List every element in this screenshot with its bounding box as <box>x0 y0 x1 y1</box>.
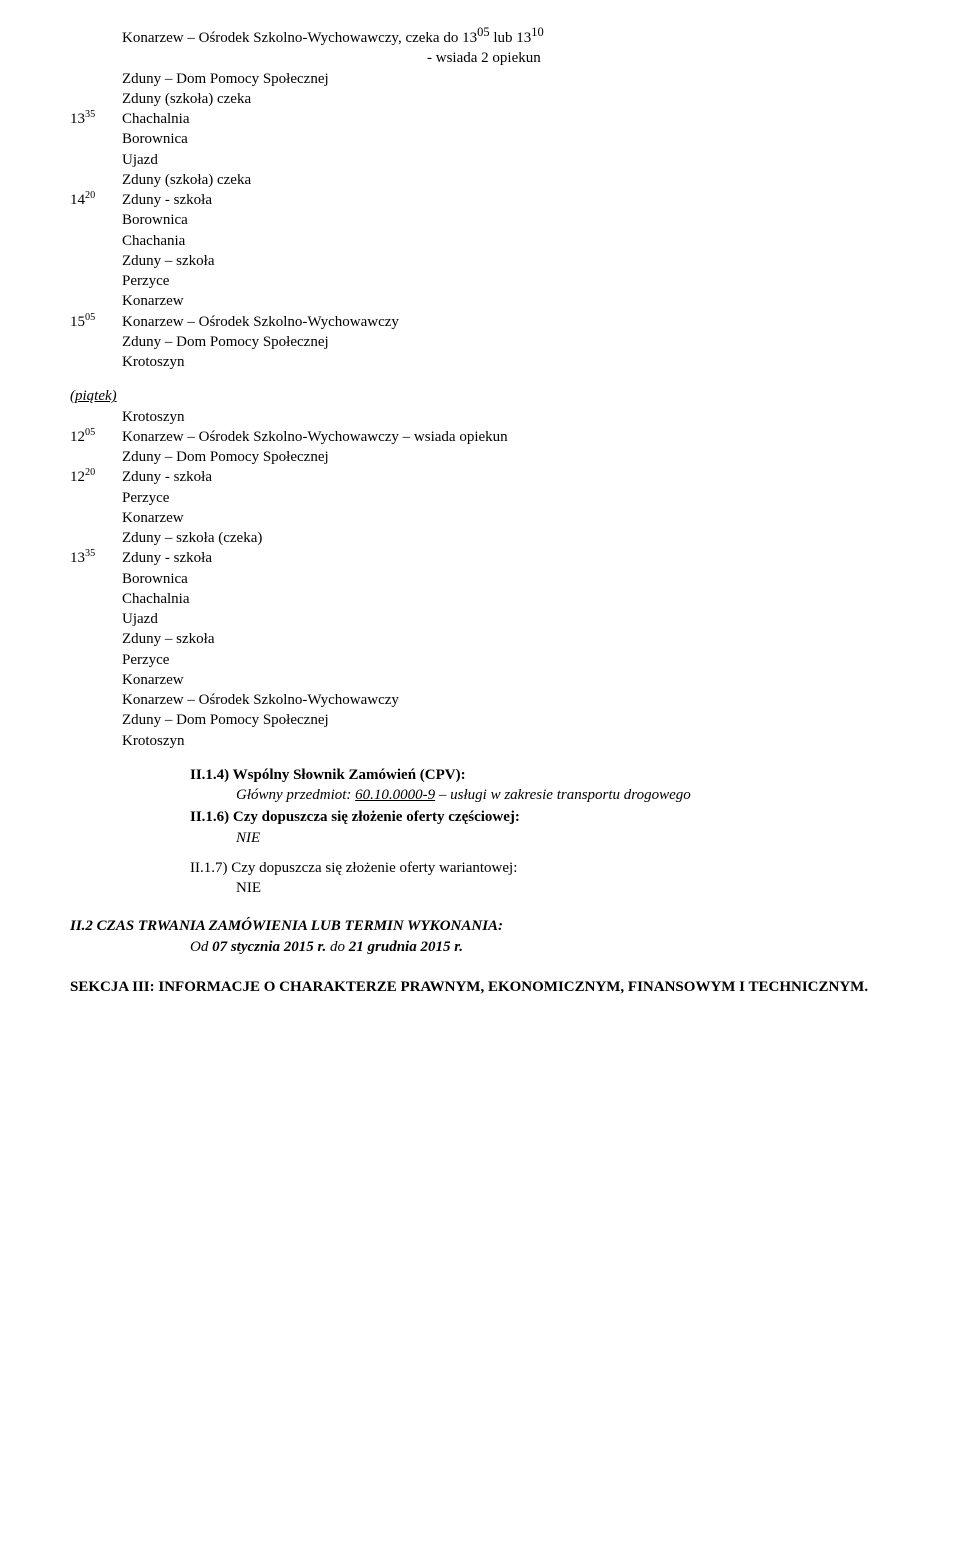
section-ii-2: II.2 CZAS TRWANIA ZAMÓWIENIA LUB TERMIN … <box>70 916 890 957</box>
section-iii-heading: SEKCJA III: INFORMACJE O CHARAKTERZE PRA… <box>70 977 890 997</box>
stop-text: Konarzew <box>122 670 890 690</box>
section-answer: NIE <box>190 828 890 848</box>
section-heading: II.1.4) Wspólny Słownik Zamówień (CPV): <box>190 765 890 785</box>
stop-text: Perzyce <box>122 650 890 670</box>
section-answer: NIE <box>190 878 890 898</box>
stop-text: Zduny – Dom Pomocy Społecznej <box>122 710 890 730</box>
stop-text: Chachalnia <box>122 109 890 129</box>
stop-text: Zduny (szkoła) czeka <box>122 89 890 109</box>
stop-text: Zduny – szkoła <box>122 629 890 649</box>
schedule-row: - wsiada 2 opiekun <box>70 48 890 68</box>
time-cell: 1420 <box>70 190 122 210</box>
schedule-row: Zduny (szkoła) czeka <box>70 170 890 190</box>
schedule-row: Konarzew <box>70 508 890 528</box>
schedule-row: Zduny – Dom Pomocy Społecznej <box>70 332 890 352</box>
schedule-row: 1335Zduny - szkoła <box>70 548 890 568</box>
schedule-row: Perzyce <box>70 488 890 508</box>
schedule-row: 1420Zduny - szkoła <box>70 190 890 210</box>
schedule-row: 1335Chachalnia <box>70 109 890 129</box>
piatek-label: (piątek) <box>70 386 117 406</box>
stop-text: Konarzew – Ośrodek Szkolno-Wychowawczy <box>122 690 890 710</box>
schedule-row: Zduny – Dom Pomocy Społecznej <box>70 710 890 730</box>
stop-text: Konarzew – Ośrodek Szkolno-Wychowawczy <box>122 312 890 332</box>
schedule-row: Zduny (szkoła) czeka <box>70 89 890 109</box>
schedule-row: Zduny – Dom Pomocy Społecznej <box>70 447 890 467</box>
schedule-row: Zduny – szkoła (czeka) <box>70 528 890 548</box>
schedule-row: Krotoszyn <box>70 407 890 427</box>
schedule-row: Chachania <box>70 231 890 251</box>
stop-text: - wsiada 2 opiekun <box>122 48 890 68</box>
time-cell: 1205 <box>70 427 122 447</box>
time-cell: 1335 <box>70 548 122 568</box>
stop-text: Zduny – Dom Pomocy Społecznej <box>122 69 890 89</box>
schedule-row: Zduny – szkoła <box>70 629 890 649</box>
day-header: (piątek) <box>70 386 890 406</box>
stop-text: Ujazd <box>122 150 890 170</box>
section-ii-1-4: II.1.4) Wspólny Słownik Zamówień (CPV):G… <box>70 765 890 806</box>
section-heading: II.2 CZAS TRWANIA ZAMÓWIENIA LUB TERMIN … <box>70 918 503 934</box>
schedule-row: 1205Konarzew – Ośrodek Szkolno-Wychowawc… <box>70 427 890 447</box>
stop-text: Ujazd <box>122 609 890 629</box>
stop-text: Zduny - szkoła <box>122 467 890 487</box>
stop-text: Krotoszyn <box>122 407 890 427</box>
stop-text: Zduny – szkoła <box>122 251 890 271</box>
schedule-row: Ujazd <box>70 150 890 170</box>
stop-text: Perzyce <box>122 488 890 508</box>
stop-text: Chachalnia <box>122 589 890 609</box>
stop-text: Konarzew – Ośrodek Szkolno-Wychowawczy –… <box>122 427 890 447</box>
stop-text: Zduny (szkoła) czeka <box>122 170 890 190</box>
section-heading: II.1.6) Czy dopuszcza się złożenie ofert… <box>190 807 890 827</box>
time-cell: 1505 <box>70 312 122 332</box>
section-heading: II.1.7) Czy dopuszcza się złożenie ofert… <box>190 858 890 878</box>
schedule-row: Borownica <box>70 129 890 149</box>
stop-text: Perzyce <box>122 271 890 291</box>
stop-text: Konarzew <box>122 508 890 528</box>
stop-text: Borownica <box>122 129 890 149</box>
section-ii-1-6: II.1.6) Czy dopuszcza się złożenie ofert… <box>70 807 890 848</box>
time-cell: 1335 <box>70 109 122 129</box>
schedule-row: Konarzew <box>70 670 890 690</box>
section-ii-1-7: II.1.7) Czy dopuszcza się złożenie ofert… <box>70 858 890 899</box>
stop-text: Krotoszyn <box>122 352 890 372</box>
schedule-row: Borownica <box>70 210 890 230</box>
schedule-row: 1505Konarzew – Ośrodek Szkolno-Wychowawc… <box>70 312 890 332</box>
stop-text: Chachania <box>122 231 890 251</box>
schedule-row: Chachalnia <box>70 589 890 609</box>
schedule-row: Krotoszyn <box>70 731 890 751</box>
schedule-row: Perzyce <box>70 650 890 670</box>
schedule-row: Perzyce <box>70 271 890 291</box>
schedule-row: Ujazd <box>70 609 890 629</box>
schedule-row: Zduny – szkoła <box>70 251 890 271</box>
stop-text: Zduny – szkoła (czeka) <box>122 528 890 548</box>
stop-text: Konarzew – Ośrodek Szkolno-Wychowawczy, … <box>122 28 890 48</box>
stop-text: Krotoszyn <box>122 731 890 751</box>
stop-text: Zduny – Dom Pomocy Społecznej <box>122 332 890 352</box>
schedule-row: Borownica <box>70 569 890 589</box>
stop-text: Borownica <box>122 210 890 230</box>
schedule-row: Zduny – Dom Pomocy Społecznej <box>70 69 890 89</box>
schedule-row: Konarzew – Ośrodek Szkolno-Wychowawczy, … <box>70 28 890 48</box>
schedule-row: Krotoszyn <box>70 352 890 372</box>
stop-text: Zduny – Dom Pomocy Społecznej <box>122 447 890 467</box>
schedule-row: 1220Zduny - szkoła <box>70 467 890 487</box>
schedule-row: Konarzew <box>70 291 890 311</box>
section-body: Główny przedmiot: 60.10.0000-9 – usługi … <box>190 785 890 805</box>
stop-text: Borownica <box>122 569 890 589</box>
stop-text: Zduny - szkoła <box>122 548 890 568</box>
stop-text: Konarzew <box>122 291 890 311</box>
stop-text: Zduny - szkoła <box>122 190 890 210</box>
schedule-row: Konarzew – Ośrodek Szkolno-Wychowawczy <box>70 690 890 710</box>
time-cell: 1220 <box>70 467 122 487</box>
